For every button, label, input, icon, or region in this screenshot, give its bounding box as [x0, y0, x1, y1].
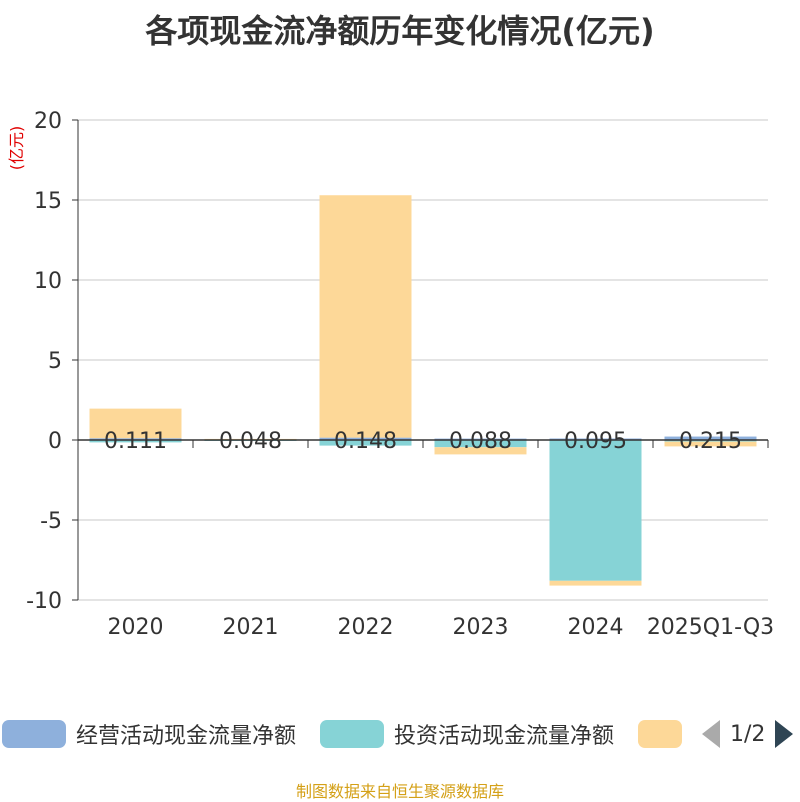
x-tick-label: 2025Q1-Q3 [647, 615, 774, 640]
x-tick-label: 2024 [568, 615, 624, 640]
legend-item-operating[interactable]: 经营活动现金流量净额 [2, 712, 296, 756]
legend: 经营活动现金流量净额 投资活动现金流量净额 1/2 [0, 712, 800, 756]
legend-pager: 1/2 [702, 712, 794, 756]
bar-financing-2022 [319, 195, 412, 438]
x-tick-label: 2023 [453, 615, 509, 640]
bar-financing-2024 [549, 580, 642, 586]
stacked-bar-chart: 20 15 10 5 0 -5 -10 (亿元) 0.111 0.048 0.148 0.088 0.0… [7, 109, 774, 640]
x-tick-label: 2022 [338, 615, 394, 640]
y-tick-label: -10 [26, 589, 62, 614]
data-label-operating: 0.048 [219, 429, 282, 454]
bar-investing-2023 [434, 440, 527, 448]
x-tick-label: 2020 [108, 615, 164, 640]
data-label-operating: 0.148 [334, 429, 397, 454]
legend-item-investing[interactable]: 投资活动现金流量净额 [320, 712, 614, 756]
y-tick-label: 0 [48, 429, 62, 454]
bar-operating-2025Q1-Q3 [664, 436, 757, 440]
bar-investing-2022 [319, 440, 412, 446]
legend-label-investing: 投资活动现金流量净额 [394, 724, 615, 749]
bar-financing-2020 [89, 408, 182, 439]
legend-label-operating: 经营活动现金流量净额 [76, 724, 297, 749]
chart-title: 各项现金流净额历年变化情况(亿元) [145, 12, 655, 50]
legend-page-indicator: 1/2 [730, 721, 766, 747]
data-label-operating: 0.215 [679, 429, 742, 454]
bar-operating-2024 [549, 438, 642, 440]
bar-operating-2022 [319, 437, 412, 440]
legend-swatch-operating [2, 720, 66, 748]
y-tick-label: 5 [48, 349, 62, 374]
data-label-operating: 0.088 [449, 429, 512, 454]
y-tick-label: 15 [34, 189, 62, 214]
legend-swatch-financing [638, 720, 682, 748]
bar-operating-2020 [89, 438, 182, 440]
next-page-icon[interactable] [775, 720, 794, 748]
y-axis-label: (亿元) [7, 126, 26, 171]
y-tick-label: -5 [40, 509, 62, 534]
y-tick-label: 20 [34, 109, 62, 134]
data-source-note: 制图数据来自恒生聚源数据库 [295, 782, 504, 801]
data-label-operating: 0.095 [564, 429, 627, 454]
bar-investing-2024 [549, 440, 642, 581]
bar-financing-2023 [434, 447, 527, 455]
x-tick-label: 2021 [223, 615, 279, 640]
legend-item-financing[interactable] [638, 712, 682, 756]
y-tick-label: 10 [34, 269, 62, 294]
bar-financing-2025Q1-Q3 [664, 441, 757, 447]
bar-investing-2020 [89, 440, 182, 443]
legend-swatch-investing [320, 720, 384, 748]
data-label-operating: 0.111 [104, 429, 167, 454]
prev-page-icon[interactable] [702, 720, 720, 748]
bar-investing-2025Q1-Q3 [664, 440, 757, 442]
